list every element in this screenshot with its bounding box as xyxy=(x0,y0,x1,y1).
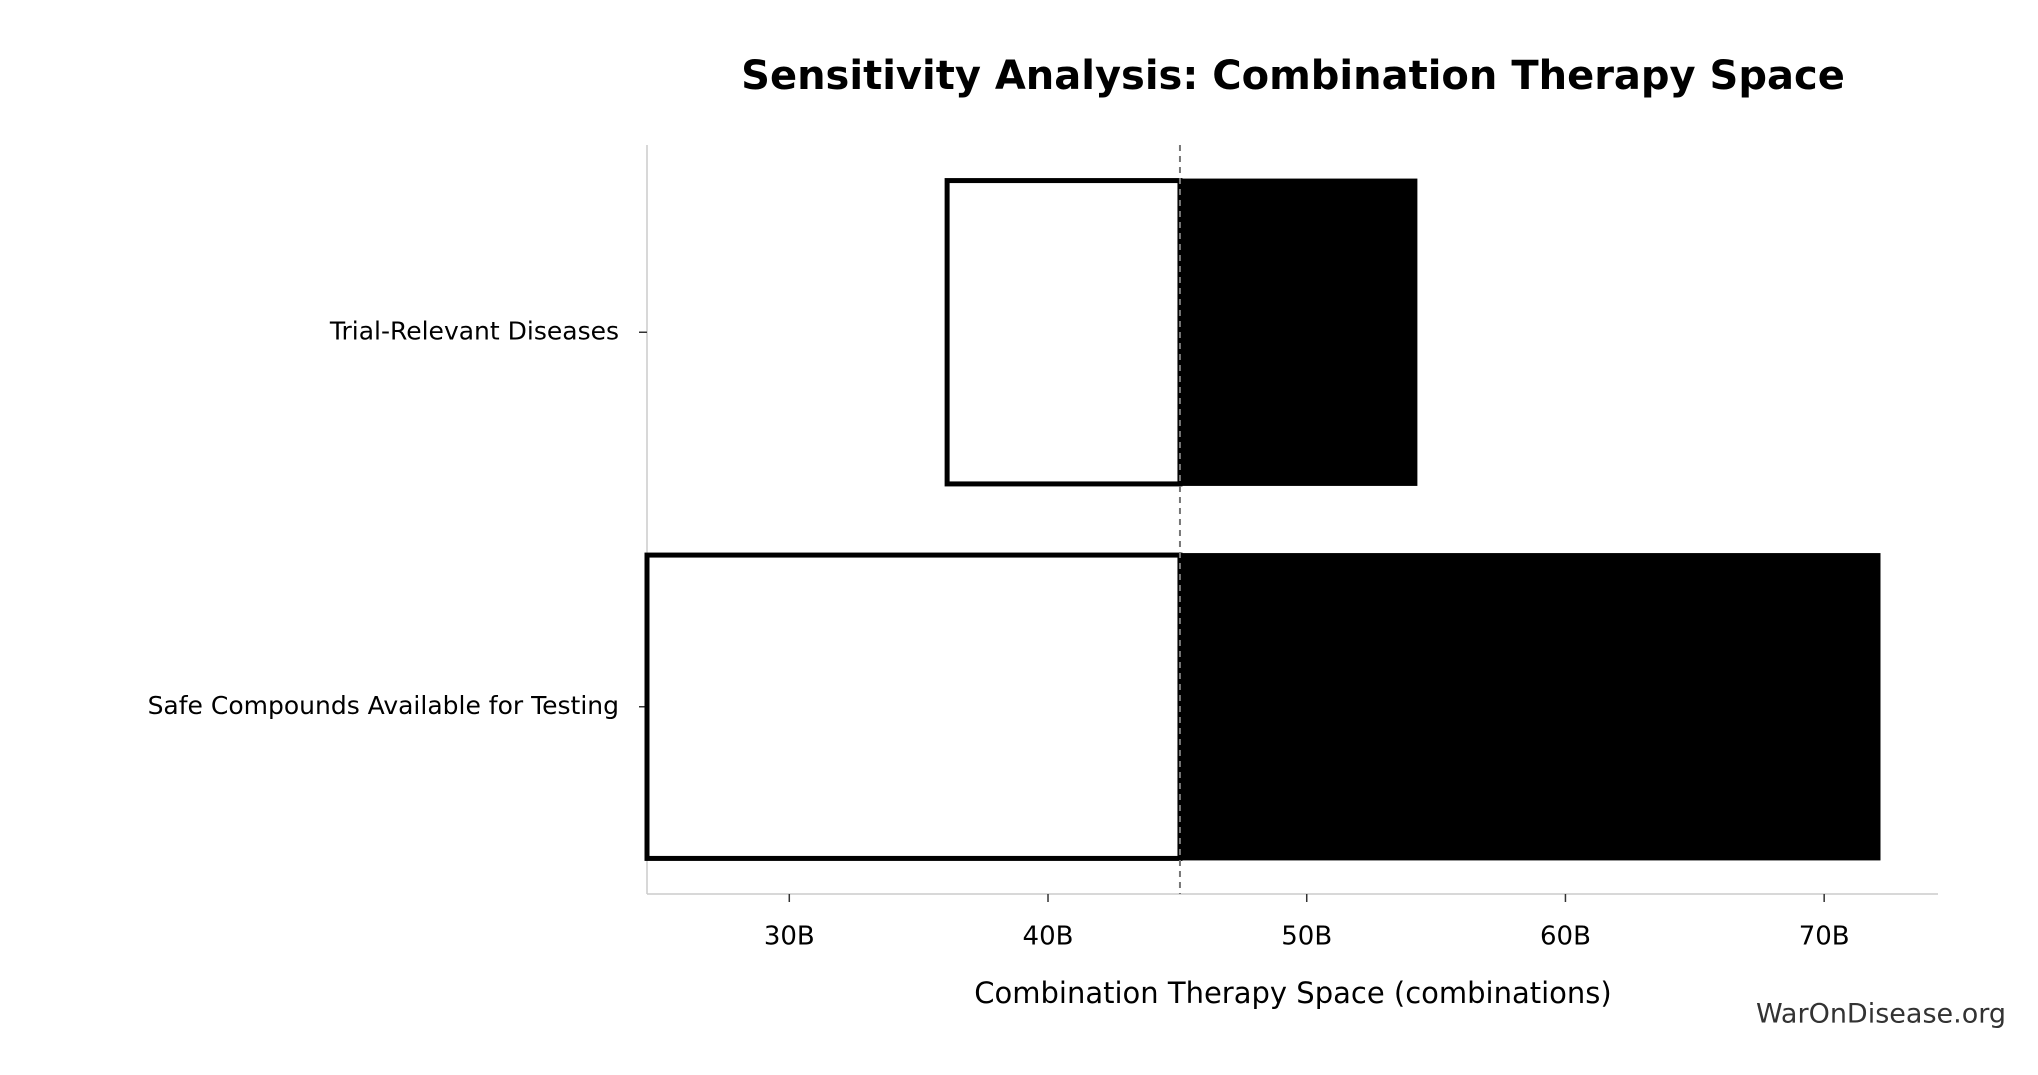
y-tick-label: Safe Compounds Available for Testing xyxy=(148,691,619,720)
bar-low xyxy=(944,178,1183,487)
bar-high xyxy=(1177,553,1881,861)
x-tick-label: 60B xyxy=(1540,922,1591,952)
y-tick-label: Trial-Relevant Diseases xyxy=(329,316,619,345)
x-tick-label: 50B xyxy=(1281,922,1332,952)
x-tick-label: 40B xyxy=(1023,922,1074,952)
x-tick-label: 70B xyxy=(1799,922,1850,952)
bar-low xyxy=(644,552,1183,861)
x-axis-label: Combination Therapy Space (combinations) xyxy=(974,976,1611,1010)
bar-high xyxy=(1177,178,1418,486)
x-tick-label: 30B xyxy=(764,922,815,952)
chart-title: Sensitivity Analysis: Combination Therap… xyxy=(741,53,1845,99)
watermark: WarOnDisease.org xyxy=(1756,999,2006,1030)
